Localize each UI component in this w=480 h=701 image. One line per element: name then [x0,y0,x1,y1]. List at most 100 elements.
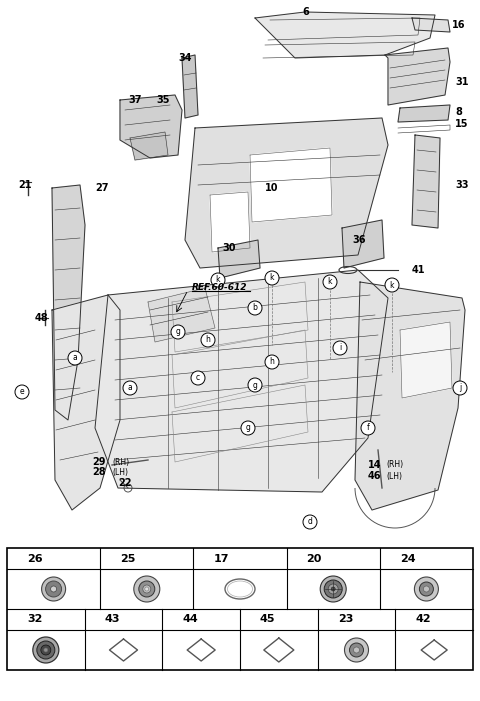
Circle shape [196,552,208,564]
Text: j: j [459,383,461,393]
Text: g: g [91,615,96,624]
Text: k: k [270,273,274,283]
Circle shape [243,613,255,625]
Text: 17: 17 [214,554,229,564]
Polygon shape [218,240,260,278]
Text: k: k [390,280,394,290]
Circle shape [383,552,395,564]
Text: g: g [246,423,251,433]
Circle shape [145,587,149,591]
Text: h: h [205,336,210,344]
Circle shape [201,333,215,347]
Text: 35: 35 [156,95,169,105]
Circle shape [165,613,177,625]
Circle shape [134,576,160,602]
Polygon shape [52,185,85,420]
Text: REF.60-612: REF.60-612 [192,283,248,292]
Text: 21: 21 [18,180,32,190]
Text: 24: 24 [400,554,415,564]
Circle shape [398,613,410,625]
Polygon shape [148,288,215,342]
Circle shape [46,581,61,597]
Circle shape [453,381,467,395]
Text: 25: 25 [120,554,135,564]
Text: 44: 44 [182,615,198,625]
Text: d: d [308,517,312,526]
Polygon shape [398,105,450,122]
Circle shape [139,581,155,597]
Text: f: f [367,423,370,433]
Polygon shape [130,132,168,160]
Text: 29: 29 [92,457,106,467]
Text: k: k [328,278,332,287]
Circle shape [265,355,279,369]
Polygon shape [182,55,198,118]
Text: 31: 31 [455,77,468,87]
Circle shape [33,637,59,663]
Polygon shape [412,18,450,32]
Text: k: k [402,615,407,624]
Circle shape [41,645,51,655]
Circle shape [191,371,205,385]
Circle shape [265,271,279,285]
Text: 37: 37 [128,95,142,105]
Circle shape [248,378,262,392]
Circle shape [103,552,115,564]
Text: h: h [270,358,275,367]
Circle shape [50,586,57,592]
Circle shape [68,351,82,365]
Circle shape [414,577,438,601]
Text: k: k [216,275,220,285]
Ellipse shape [228,581,252,597]
Text: 23: 23 [337,615,353,625]
Circle shape [349,643,363,657]
Circle shape [10,613,22,625]
Text: e: e [386,554,391,563]
Text: 22: 22 [118,478,132,488]
Text: 48: 48 [35,313,48,323]
Text: 26: 26 [27,554,43,564]
Circle shape [323,275,337,289]
Text: 42: 42 [415,615,431,625]
Text: c: c [196,374,200,383]
Circle shape [331,587,335,591]
Circle shape [303,515,317,529]
Polygon shape [385,48,450,105]
Circle shape [211,273,225,287]
Circle shape [248,301,262,315]
Circle shape [361,421,375,435]
Polygon shape [52,295,120,510]
Text: 32: 32 [27,615,42,625]
Circle shape [289,552,301,564]
Text: e: e [20,388,24,397]
Text: 45: 45 [260,615,276,625]
Text: d: d [293,554,298,563]
Text: 8: 8 [455,107,462,117]
Ellipse shape [225,579,255,599]
Circle shape [15,385,29,399]
Text: g: g [252,381,257,390]
Text: a: a [72,353,77,362]
Text: f: f [14,615,17,624]
Text: j: j [325,615,328,624]
Text: c: c [200,554,204,563]
Text: i: i [248,615,250,624]
Polygon shape [355,282,465,510]
Text: b: b [252,304,257,313]
Polygon shape [250,148,332,222]
Text: (LH): (LH) [386,472,402,480]
Bar [7,548,473,670]
Text: 41: 41 [412,265,425,275]
Text: 28: 28 [92,467,106,477]
Polygon shape [255,12,435,58]
Circle shape [37,641,55,659]
Text: 30: 30 [222,243,236,253]
Text: (RH): (RH) [112,458,129,466]
Polygon shape [120,95,182,158]
Text: 14: 14 [368,460,382,470]
Circle shape [123,381,137,395]
Text: i: i [339,343,341,353]
Text: 15: 15 [455,119,468,129]
Polygon shape [412,135,440,228]
Circle shape [333,341,347,355]
